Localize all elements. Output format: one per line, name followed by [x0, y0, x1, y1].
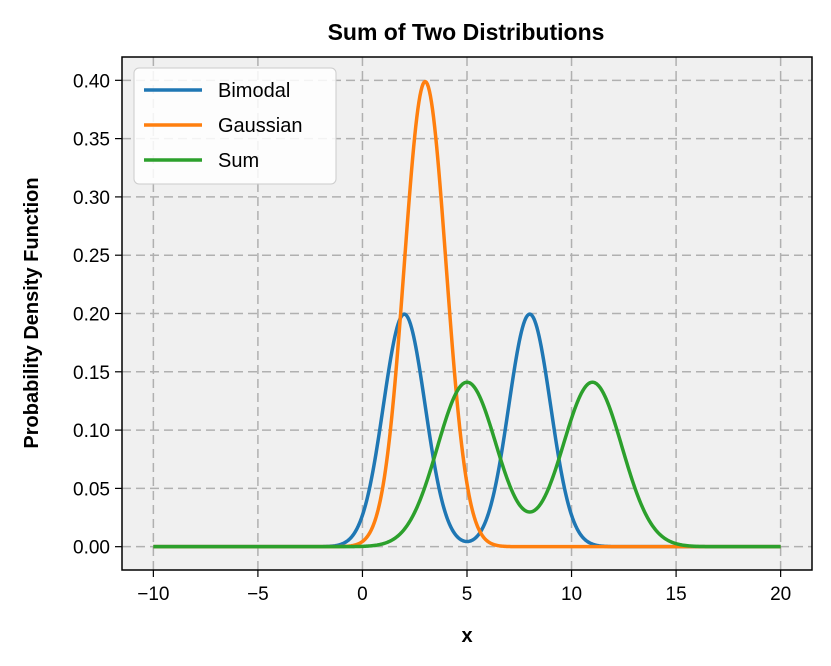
x-tick-label: −10	[137, 584, 169, 605]
x-axis-label: x	[461, 625, 472, 647]
legend: Bimodal Gaussian Sum	[133, 67, 337, 185]
x-tick-label: −5	[247, 584, 269, 605]
y-tick-label: 0.20	[73, 305, 110, 326]
y-tick-label: 0.10	[73, 421, 110, 442]
y-tick-label: 0.25	[73, 246, 110, 267]
x-tick-label: 15	[666, 584, 687, 605]
series-line-sum	[152, 380, 782, 549]
y-tick-label: 0.40	[73, 71, 110, 92]
x-axis: −10 −5 0 5 10 15 20	[137, 570, 791, 605]
legend-label: Sum	[218, 150, 259, 172]
legend-label: Bimodal	[218, 80, 290, 102]
x-tick-label: 5	[462, 584, 473, 605]
y-tick-label: 0.00	[73, 538, 110, 559]
x-tick-label: 20	[770, 584, 791, 605]
x-tick-label: 0	[357, 584, 368, 605]
chart-title: Sum of Two Distributions	[328, 19, 605, 45]
y-tick-label: 0.30	[73, 188, 110, 209]
y-tick-label: 0.05	[73, 479, 110, 500]
y-tick-label: 0.15	[73, 363, 110, 384]
y-axis: 0.00 0.05 0.10 0.15 0.20 0.25 0.30 0.35 0.40	[73, 71, 122, 559]
series-lines	[152, 79, 782, 549]
legend-label: Gaussian	[218, 115, 303, 137]
x-tick-label: 10	[561, 584, 582, 605]
legend-box	[133, 67, 337, 185]
y-tick-label: 0.35	[73, 130, 110, 151]
y-axis-label: Probability Density Function	[21, 177, 43, 448]
